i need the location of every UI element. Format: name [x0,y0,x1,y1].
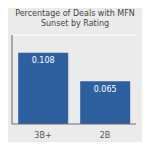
svg-text:0.065: 0.065 [94,85,117,94]
html-text:Percentage of Deals with MFN S: Percentage of Deals with MFN Sunset by R… [15,9,135,28]
svg-text:3B+: 3B+ [34,131,51,140]
svg-text:0.108: 0.108 [32,56,55,65]
svg-text:2B: 2B [100,131,111,140]
